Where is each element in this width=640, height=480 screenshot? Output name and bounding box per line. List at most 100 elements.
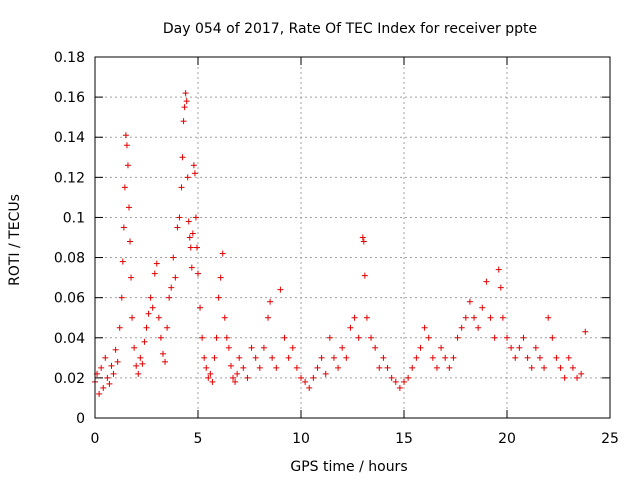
- data-point: [359, 234, 366, 241]
- data-point: [180, 118, 187, 125]
- data-point: [170, 254, 177, 261]
- x-tick-label: 5: [194, 431, 203, 447]
- y-tick-label: 0.08: [54, 251, 85, 267]
- data-point: [396, 384, 403, 391]
- data-point: [565, 354, 572, 361]
- data-point: [143, 324, 150, 331]
- data-point: [147, 294, 154, 301]
- data-point: [193, 244, 200, 251]
- data-point: [106, 380, 113, 387]
- data-point: [100, 384, 107, 391]
- data-point: [499, 314, 506, 321]
- data-point: [355, 334, 362, 341]
- data-point: [164, 324, 171, 331]
- data-point: [269, 354, 276, 361]
- data-point: [137, 354, 144, 361]
- data-point: [116, 324, 123, 331]
- data-point: [145, 310, 152, 317]
- y-tick-label: 0.06: [54, 291, 85, 307]
- data-points: [92, 90, 589, 397]
- y-tick-label: 0.04: [54, 331, 85, 347]
- data-point: [119, 258, 126, 265]
- data-point: [532, 344, 539, 351]
- data-point: [438, 344, 445, 351]
- data-point: [421, 324, 428, 331]
- data-point: [471, 314, 478, 321]
- data-point: [234, 370, 241, 377]
- data-point: [232, 378, 239, 385]
- data-point: [213, 334, 220, 341]
- data-point: [118, 294, 125, 301]
- data-point: [190, 162, 197, 169]
- grid: [95, 57, 610, 418]
- data-point: [182, 90, 189, 97]
- data-point: [318, 354, 325, 361]
- data-point: [159, 350, 166, 357]
- data-point: [256, 364, 263, 371]
- x-tick-label: 10: [292, 431, 310, 447]
- data-point: [392, 378, 399, 385]
- data-point: [199, 334, 206, 341]
- data-point: [187, 244, 194, 251]
- data-point: [104, 374, 111, 381]
- data-point: [176, 214, 183, 221]
- data-point: [508, 344, 515, 351]
- data-point: [277, 286, 284, 293]
- data-point: [293, 364, 300, 371]
- data-point: [267, 298, 274, 305]
- data-point: [302, 378, 309, 385]
- data-point: [128, 274, 135, 281]
- data-point: [425, 334, 432, 341]
- data-point: [179, 154, 186, 161]
- data-point: [557, 364, 564, 371]
- data-point: [475, 324, 482, 331]
- x-axis-label: GPS time / hours: [290, 459, 407, 475]
- data-point: [372, 344, 379, 351]
- data-point: [361, 272, 368, 279]
- x-tick-label: 15: [395, 431, 413, 447]
- data-point: [114, 358, 121, 365]
- data-point: [221, 314, 228, 321]
- data-point: [413, 354, 420, 361]
- data-point: [217, 274, 224, 281]
- data-point: [561, 374, 568, 381]
- data-point: [215, 294, 222, 301]
- data-point: [405, 374, 412, 381]
- data-point: [219, 250, 226, 257]
- data-point: [520, 334, 527, 341]
- data-point: [122, 132, 129, 139]
- data-point: [189, 230, 196, 237]
- data-point: [495, 266, 502, 273]
- data-point: [135, 370, 142, 377]
- data-point: [553, 354, 560, 361]
- data-point: [574, 374, 581, 381]
- data-point: [188, 264, 195, 271]
- data-point: [380, 354, 387, 361]
- data-point: [466, 298, 473, 305]
- data-point: [351, 314, 358, 321]
- data-point: [192, 214, 199, 221]
- x-tick-label: 25: [601, 431, 619, 447]
- data-point: [168, 284, 175, 291]
- data-point: [151, 270, 158, 277]
- data-point: [483, 278, 490, 285]
- data-point: [335, 364, 342, 371]
- data-point: [186, 234, 193, 241]
- data-point: [388, 374, 395, 381]
- data-point: [139, 360, 146, 367]
- data-point: [227, 362, 234, 369]
- y-axis-label: ROTI / TECUs: [7, 194, 23, 286]
- data-point: [201, 354, 208, 361]
- x-tick-label: 20: [498, 431, 516, 447]
- data-point: [125, 204, 132, 211]
- data-point: [281, 334, 288, 341]
- data-point: [207, 370, 214, 377]
- data-point: [401, 378, 407, 385]
- data-point: [155, 314, 162, 321]
- data-point: [166, 294, 173, 301]
- data-point: [178, 184, 185, 191]
- data-point: [230, 374, 237, 381]
- data-point: [191, 170, 198, 177]
- data-point: [205, 374, 212, 381]
- data-point: [223, 334, 230, 341]
